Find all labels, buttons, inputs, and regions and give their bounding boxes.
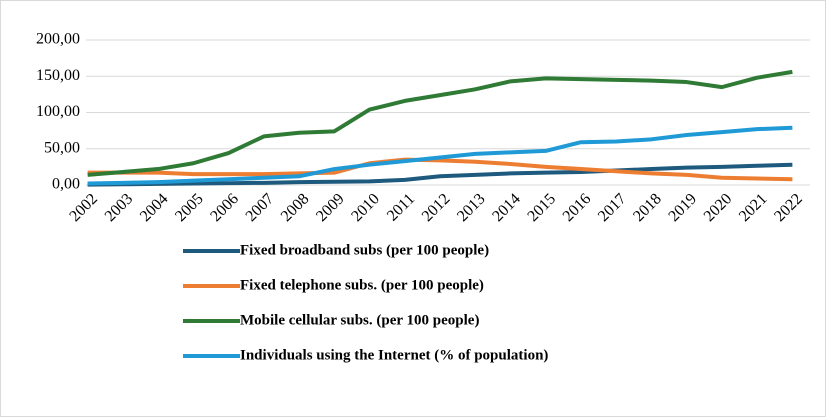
series-line (87, 157, 793, 182)
y-tick-label: 0,00 (52, 176, 80, 193)
y-tick-label: 200,00 (36, 31, 80, 48)
legend-label: Fixed broadband subs (per 100 people) (240, 242, 489, 258)
y-tick-label: 50,00 (44, 139, 80, 156)
legend-label: Mobile cellular subs. (per 100 people) (240, 312, 479, 328)
series-line (87, 125, 793, 186)
legend-label: Individuals using the Internet (% of pop… (240, 347, 548, 363)
series-line (87, 69, 793, 177)
y-tick-label: 150,00 (36, 67, 80, 84)
series-line (87, 162, 793, 187)
y-tick-label: 100,00 (36, 103, 80, 120)
legend-label: Fixed telephone subs. (per 100 people) (240, 277, 484, 293)
